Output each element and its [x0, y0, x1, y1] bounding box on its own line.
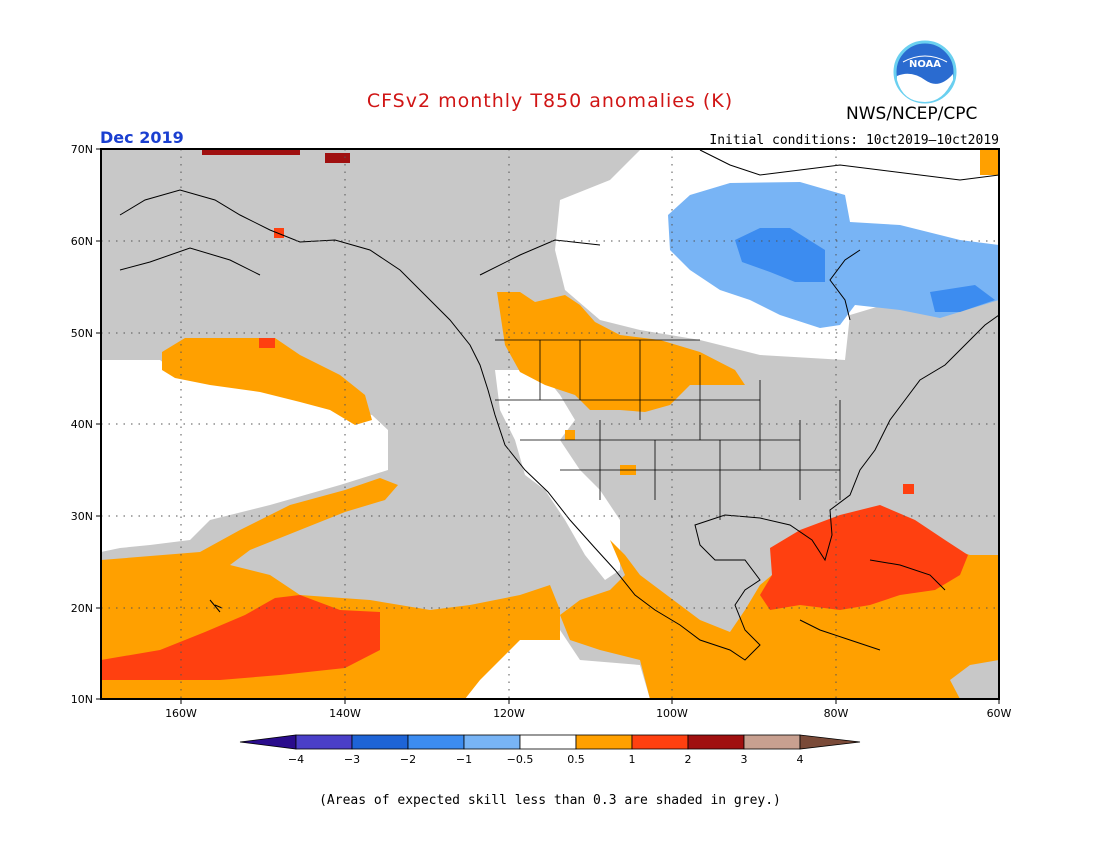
colorbar-label: 4 [797, 753, 804, 766]
map-title: CFSv2 monthly T850 anomalies (K) [366, 90, 734, 112]
colorbar-label: 2 [685, 753, 692, 766]
colorbar-swatch [351, 734, 409, 750]
colorbar-swatch [575, 734, 633, 750]
initial-conditions: Initial conditions: 10ct2019–10ct2019 [709, 133, 999, 148]
red-cell [274, 228, 284, 238]
colorbar-label: 3 [741, 753, 748, 766]
orange-cell [565, 430, 575, 440]
dark-red-cell [202, 149, 300, 155]
lon-label: 160W [165, 707, 197, 720]
noaa-logo: NOAA [893, 40, 957, 104]
lat-label: 40N [71, 418, 93, 431]
red-cell [259, 338, 275, 348]
axis-ticks [96, 148, 1000, 704]
lat-label: 10N [71, 693, 93, 706]
lon-label: 140W [329, 707, 361, 720]
colorbar-label: 0.5 [567, 753, 585, 766]
pacific-white-region-2 [101, 470, 190, 540]
lat-label: 60N [71, 235, 93, 248]
lat-label: 30N [71, 510, 93, 523]
agency-label: NWS/NCEP/CPC [846, 104, 978, 124]
colorbar-label: −4 [288, 753, 304, 766]
noaa-logo-text: NOAA [909, 59, 941, 70]
colorbar-label: −0.5 [507, 753, 534, 766]
colorbar-labels: −4 −3 −2 −1 −0.5 0.5 1 2 3 4 [288, 753, 804, 766]
southwest-white-region [495, 370, 620, 580]
colorbar-swatch [239, 734, 297, 750]
hudson-blue-region [735, 228, 825, 282]
caribbean-red-region [760, 505, 968, 610]
colorbar [239, 734, 861, 750]
forecast-month: Dec 2019 [100, 128, 184, 147]
colorbar-label: −2 [400, 753, 416, 766]
colorbar-label: −3 [344, 753, 360, 766]
labrador-blue-region [930, 285, 995, 312]
lat-label: 20N [71, 602, 93, 615]
lat-label: 70N [71, 143, 93, 156]
colorbar-swatch [295, 734, 353, 750]
colorbar-swatch [799, 734, 861, 750]
lon-label: 60W [987, 707, 1012, 720]
red-cell [903, 484, 914, 494]
colorbar-swatch [743, 734, 801, 750]
colorbar-label: 1 [629, 753, 636, 766]
orange-cell [980, 150, 999, 175]
dark-red-cell [325, 153, 350, 163]
hudson-lightblue-region [668, 182, 999, 328]
coastlines [119, 149, 999, 661]
colorbar-swatch [519, 734, 577, 750]
lon-label: 80W [824, 707, 849, 720]
lat-labels: 70N 60N 50N 40N 30N 20N 10N [71, 143, 93, 706]
hawaii-red-region [101, 595, 380, 680]
footnote: (Areas of expected skill less than 0.3 a… [319, 793, 781, 808]
lon-labels: 160W 140W 120W 100W 80W 60W [165, 707, 1011, 720]
rockies-orange-region [497, 292, 745, 412]
state-borders [495, 339, 841, 520]
colorbar-label: −1 [456, 753, 472, 766]
colorbar-swatch [687, 734, 745, 750]
colorbar-swatch [407, 734, 465, 750]
colorbar-swatch [463, 734, 521, 750]
north-pacific-orange-band [162, 338, 372, 425]
lon-label: 100W [656, 707, 688, 720]
colorbar-swatch [631, 734, 689, 750]
lat-label: 50N [71, 327, 93, 340]
graticule [101, 149, 999, 699]
lon-label: 120W [493, 707, 525, 720]
